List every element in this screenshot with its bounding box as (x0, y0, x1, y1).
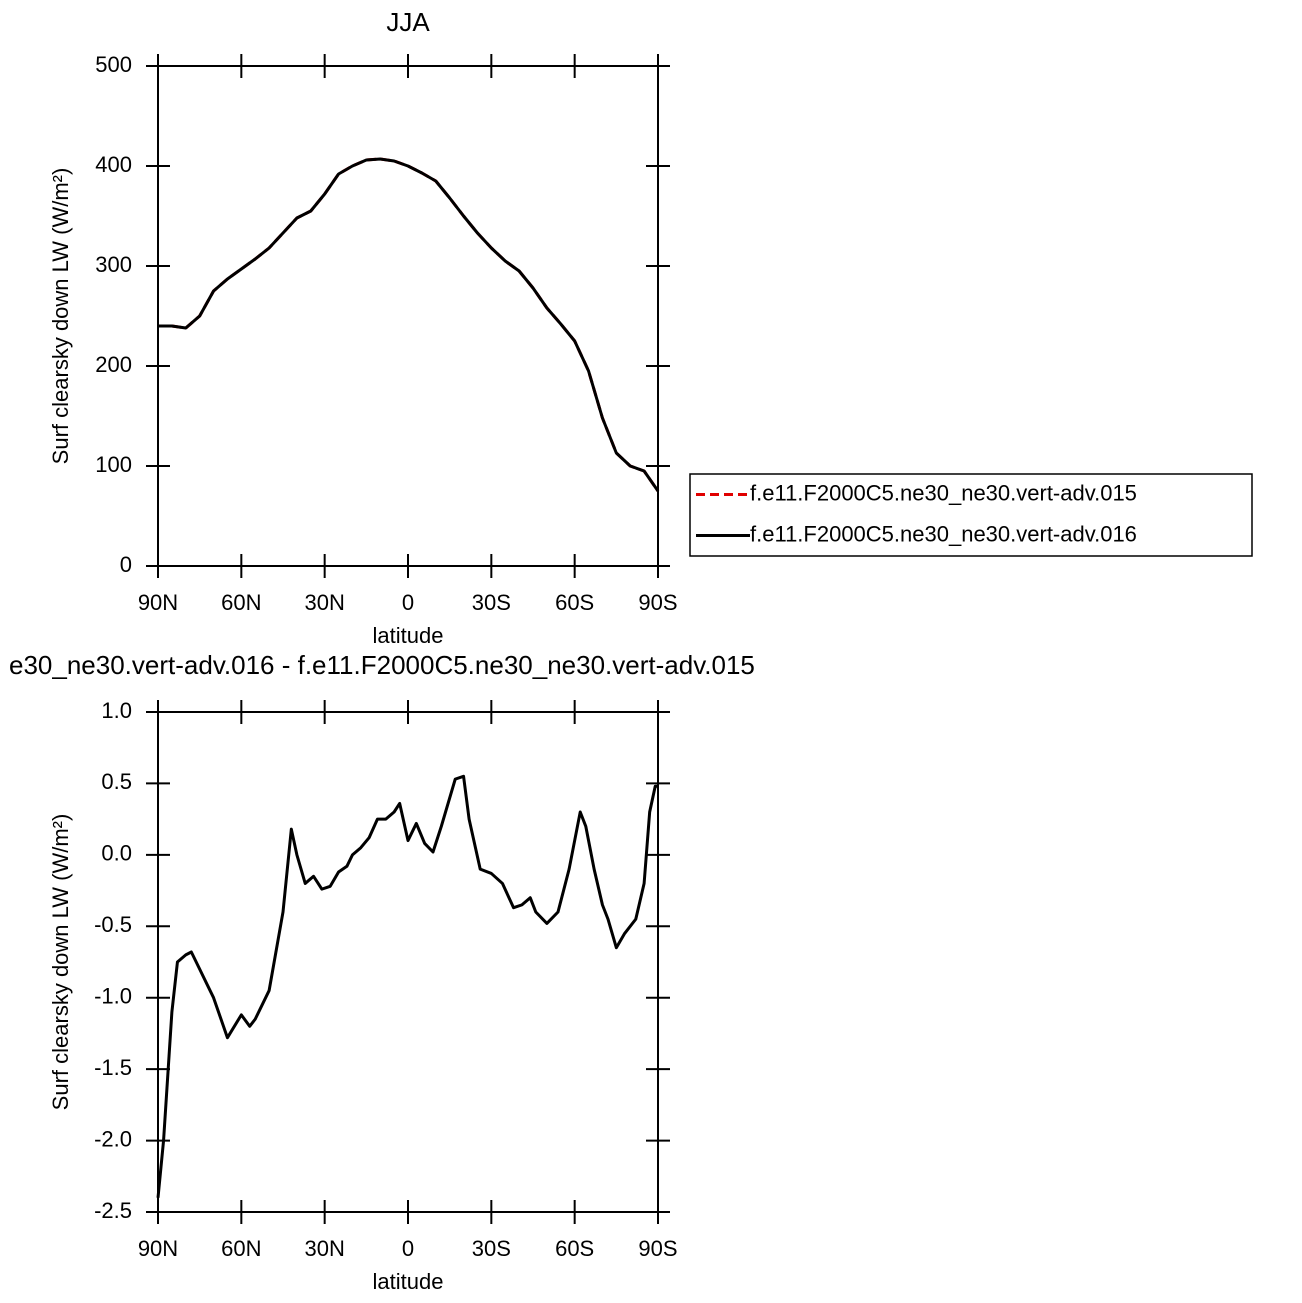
x-tick-label: 0 (402, 590, 414, 615)
x-tick-label: 60N (221, 1236, 261, 1261)
y-tick-label: -1.0 (94, 984, 132, 1009)
x-tick-label: 30S (472, 590, 511, 615)
y-tick-label: 100 (95, 452, 132, 477)
y-tick-label: -0.5 (94, 912, 132, 937)
x-tick-label: 30S (472, 1236, 511, 1261)
y-tick-label: 0.0 (101, 841, 132, 866)
legend-box (689, 473, 1253, 557)
series-line (158, 157, 660, 492)
y-tick-label: 500 (95, 52, 132, 77)
y-tick-label: 400 (95, 152, 132, 177)
x-tick-label: 30N (304, 1236, 344, 1261)
y-axis-label: Surf clearsky down LW (W/m²) (48, 168, 73, 465)
y-tick-label: 0.5 (101, 769, 132, 794)
x-tick-label: 90N (138, 1236, 178, 1261)
y-tick-label: 200 (95, 352, 132, 377)
x-tick-label: 30N (304, 590, 344, 615)
y-tick-label: -2.5 (94, 1198, 132, 1223)
x-tick-label: 60S (555, 1236, 594, 1261)
series-line (156, 774, 658, 1198)
y-tick-label: 1.0 (101, 698, 132, 723)
y-tick-label: 0 (120, 552, 132, 577)
x-tick-label: 90S (638, 1236, 677, 1261)
x-axis-label: latitude (373, 623, 444, 648)
y-tick-label: 300 (95, 252, 132, 277)
plot-frame (157, 711, 659, 1213)
x-tick-label: 90S (638, 590, 677, 615)
y-tick-label: -1.5 (94, 1055, 132, 1080)
x-tick-label: 60S (555, 590, 594, 615)
legend-label: f.e11.F2000C5.ne30_ne30.vert-adv.016 (750, 521, 1137, 546)
x-tick-label: 60N (221, 590, 261, 615)
y-axis-label: Surf clearsky down LW (W/m²) (48, 814, 73, 1111)
chart-title: JJA (386, 7, 430, 37)
x-axis-label: latitude (373, 1269, 444, 1294)
y-tick-label: -2.0 (94, 1126, 132, 1151)
legend-label: f.e11.F2000C5.ne30_ne30.vert-adv.015 (750, 480, 1137, 505)
plot-frame (157, 65, 659, 567)
x-tick-label: 90N (138, 590, 178, 615)
chart-title: e30_ne30.vert-adv.016 - f.e11.F2000C5.ne… (9, 650, 755, 680)
series-line (158, 157, 660, 492)
x-tick-label: 0 (402, 1236, 414, 1261)
